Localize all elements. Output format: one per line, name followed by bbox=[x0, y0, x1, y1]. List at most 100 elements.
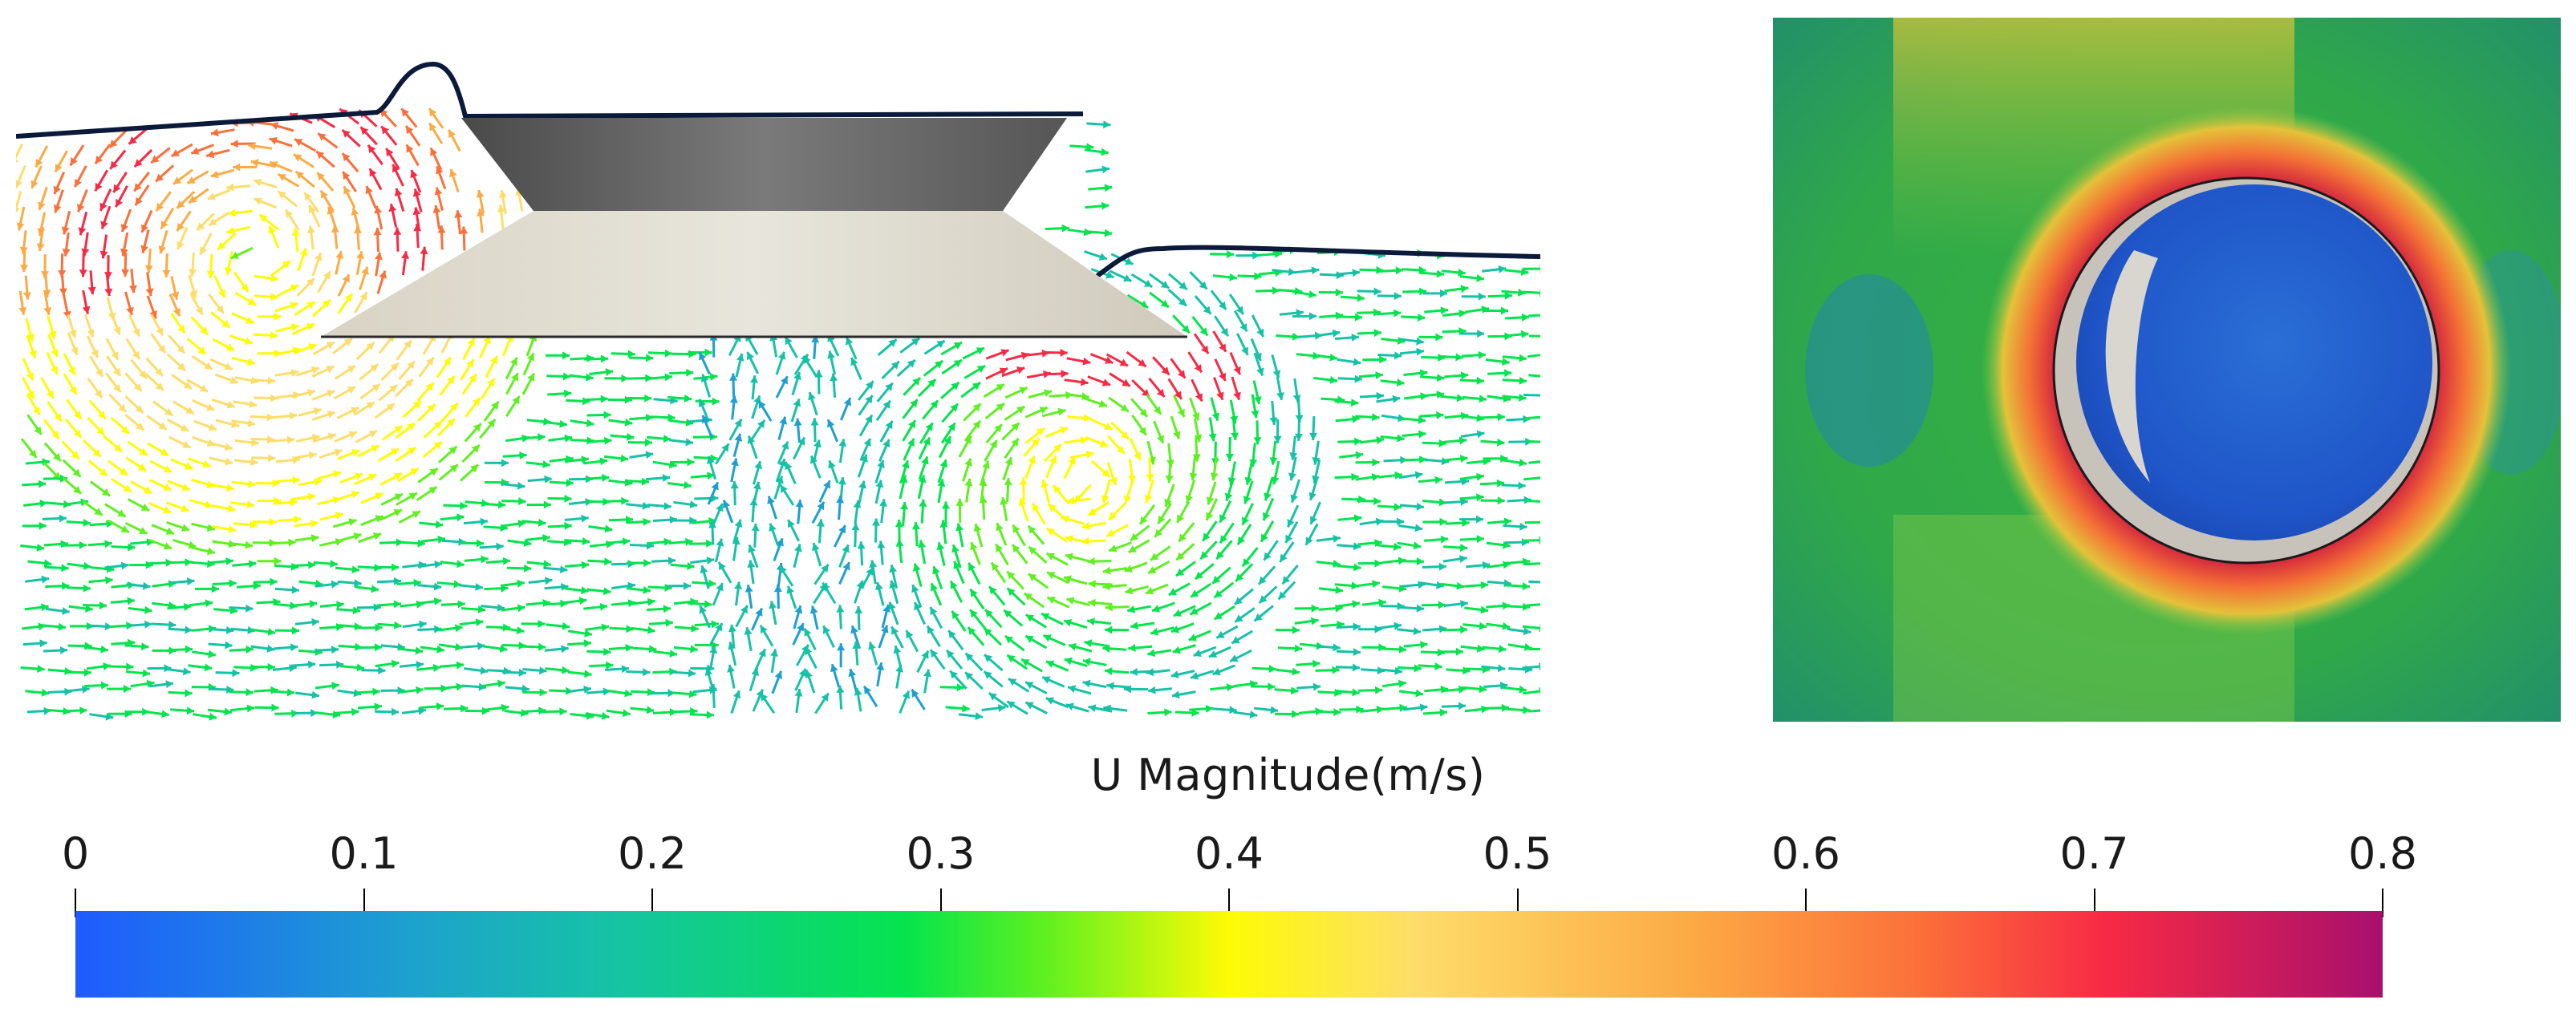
velocity-arrow-head bbox=[1333, 560, 1341, 568]
velocity-arrow-head bbox=[795, 500, 804, 508]
velocity-arrow-head bbox=[564, 494, 572, 503]
velocity-arrow-head bbox=[1440, 535, 1449, 544]
velocity-arrow-head bbox=[1438, 562, 1446, 571]
velocity-arrow-head bbox=[318, 133, 327, 141]
velocity-arrow-head bbox=[930, 400, 939, 409]
velocity-arrow-head bbox=[951, 611, 959, 620]
velocity-arrow-head bbox=[1312, 457, 1320, 465]
velocity-arrow-head bbox=[1146, 474, 1154, 482]
velocity-arrow-head bbox=[134, 159, 143, 168]
velocity-arrow-head bbox=[889, 565, 898, 573]
velocity-arrow-head bbox=[1261, 533, 1268, 542]
velocity-arrow-head bbox=[1373, 329, 1381, 338]
velocity-arrow-head bbox=[524, 564, 532, 573]
velocity-arrow-head bbox=[141, 224, 149, 233]
velocity-arrow-head bbox=[1393, 292, 1402, 301]
velocity-arrow-head bbox=[1456, 581, 1465, 590]
velocity-arrow-head bbox=[1504, 369, 1512, 378]
velocity-arrow-head bbox=[342, 274, 350, 283]
velocity-arrow-head bbox=[1264, 492, 1272, 501]
velocity-arrow-head bbox=[649, 645, 657, 654]
velocity-arrow-head bbox=[41, 688, 50, 697]
velocity-arrow-head bbox=[344, 293, 352, 302]
velocity-arrow-head bbox=[245, 316, 254, 324]
velocity-arrow-head bbox=[1351, 581, 1359, 590]
velocity-arrow-head bbox=[1460, 371, 1469, 380]
velocity-arrow-head bbox=[1478, 292, 1486, 301]
velocity-arrow-head bbox=[36, 544, 45, 552]
velocity-arrow-head bbox=[1208, 650, 1218, 658]
velocity-arrow-head bbox=[881, 625, 889, 633]
velocity-arrow-head bbox=[1191, 412, 1200, 421]
velocity-arrow-head bbox=[433, 441, 442, 450]
velocity-arrow-head bbox=[968, 627, 976, 636]
velocity-arrow-head bbox=[104, 288, 113, 297]
velocity-arrow-head bbox=[1084, 639, 1093, 648]
velocity-arrow-head bbox=[1161, 366, 1170, 375]
velocity-arrow-head bbox=[1042, 676, 1051, 684]
velocity-arrow-head bbox=[434, 561, 442, 569]
velocity-arrow-head bbox=[62, 249, 71, 257]
velocity-arrow-head bbox=[116, 198, 123, 208]
velocity-arrow-head bbox=[79, 706, 87, 715]
velocity-arrow-head bbox=[496, 542, 504, 551]
velocity-arrow-head bbox=[314, 478, 323, 486]
velocity-arrow-head bbox=[1032, 438, 1040, 447]
velocity-arrow-head bbox=[410, 468, 419, 476]
velocity-arrow-head bbox=[1392, 395, 1401, 403]
velocity-arrow-head bbox=[1399, 703, 1407, 712]
velocity-arrow-head bbox=[700, 374, 709, 382]
velocity-arrow-head bbox=[343, 186, 351, 195]
velocity-arrow-head bbox=[836, 605, 845, 613]
velocity-arrow-head bbox=[1460, 285, 1469, 293]
velocity-arrow-head bbox=[776, 476, 784, 484]
velocity-arrow-head bbox=[226, 686, 234, 694]
velocity-arrow-head bbox=[793, 399, 801, 407]
velocity-arrow-head bbox=[583, 639, 592, 648]
velocity-arrow-head bbox=[1501, 306, 1508, 315]
velocity-arrow-head bbox=[1253, 396, 1262, 404]
velocity-arrow-head bbox=[647, 597, 655, 606]
velocity-arrow-head bbox=[919, 499, 927, 507]
velocity-arrow-head bbox=[1138, 358, 1146, 367]
velocity-arrow-head bbox=[205, 599, 213, 608]
velocity-arrow-head bbox=[1156, 388, 1165, 398]
velocity-arrow-head bbox=[709, 683, 718, 692]
colorbar-tick-label: 0.6 bbox=[1771, 828, 1840, 879]
velocity-arrow-head bbox=[734, 419, 742, 427]
velocity-arrow-head bbox=[1081, 392, 1089, 400]
velocity-arrow-head bbox=[858, 480, 866, 489]
velocity-arrow-head bbox=[146, 538, 155, 547]
velocity-arrow-head bbox=[314, 253, 323, 261]
velocity-arrow-head bbox=[1291, 686, 1299, 695]
velocity-arrow-head bbox=[188, 540, 197, 549]
velocity-arrow-head bbox=[144, 265, 153, 273]
velocity-arrow-head bbox=[1224, 492, 1233, 501]
velocity-arrow-head bbox=[1397, 378, 1405, 387]
cone-lower-face bbox=[321, 211, 1187, 337]
velocity-arrow-head bbox=[1067, 496, 1075, 505]
velocity-arrow-head bbox=[208, 650, 216, 658]
velocity-arrow-head bbox=[684, 394, 692, 403]
velocity-arrow-head bbox=[734, 433, 743, 442]
velocity-arrow-head bbox=[304, 192, 312, 201]
velocity-arrow-head bbox=[1419, 455, 1427, 464]
velocity-arrow-head bbox=[912, 522, 920, 530]
velocity-arrow-head bbox=[912, 563, 921, 572]
velocity-arrow-head bbox=[386, 148, 394, 157]
velocity-arrow-head bbox=[434, 625, 442, 633]
velocity-arrow-head bbox=[732, 536, 740, 545]
velocity-arrow-head bbox=[1372, 458, 1380, 467]
velocity-arrow-head bbox=[1372, 413, 1380, 422]
velocity-arrow bbox=[1524, 520, 1540, 524]
velocity-arrow-head bbox=[271, 703, 279, 712]
velocity-arrow-head bbox=[246, 704, 254, 713]
velocity-arrow-head bbox=[1479, 395, 1487, 403]
velocity-arrow-head bbox=[347, 366, 356, 374]
velocity-arrow-head bbox=[761, 625, 768, 634]
velocity-arrow-head bbox=[1397, 434, 1405, 443]
velocity-arrow-head bbox=[1125, 586, 1134, 595]
velocity-arrow-head bbox=[1350, 399, 1359, 407]
velocity-arrow-head bbox=[226, 400, 235, 409]
